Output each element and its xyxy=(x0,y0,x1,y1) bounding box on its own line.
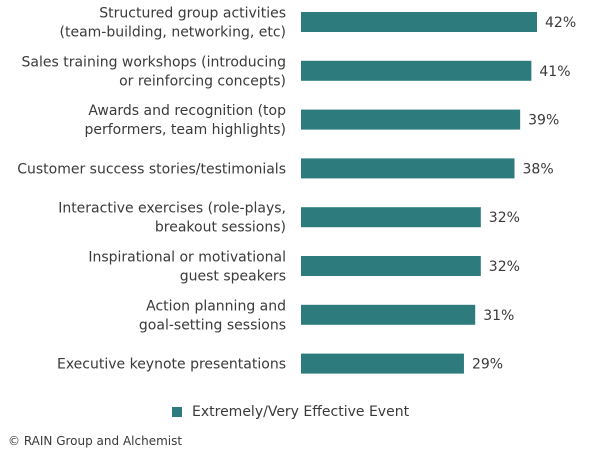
category-label: breakout sessions) xyxy=(155,220,286,236)
category-label: Interactive exercises (role-plays, xyxy=(58,201,286,217)
category-label: Awards and recognition (top xyxy=(88,103,286,119)
data-label: 32% xyxy=(489,259,520,275)
bar xyxy=(301,207,481,228)
category-label: Customer success stories/testimonials xyxy=(17,161,286,177)
category-label: or reinforcing concepts) xyxy=(119,73,286,89)
category-label: (team-building, networking, etc) xyxy=(60,25,286,41)
category-label: goal-setting sessions xyxy=(139,317,286,333)
data-label: 38% xyxy=(523,161,554,177)
category-label: Action planning and xyxy=(146,298,286,314)
legend-swatch xyxy=(172,407,182,417)
data-label: 39% xyxy=(528,113,559,129)
category-label: performers, team highlights) xyxy=(84,122,286,138)
data-label: 31% xyxy=(483,308,514,324)
data-label: 29% xyxy=(472,357,503,373)
legend: Extremely/Very Effective Event xyxy=(172,404,409,420)
bar xyxy=(301,158,515,179)
category-label: guest speakers xyxy=(180,269,286,285)
bar xyxy=(301,109,521,130)
copyright-credit: © RAIN Group and Alchemist xyxy=(8,434,183,448)
bar xyxy=(301,304,476,325)
bar xyxy=(301,12,537,32)
category-label: Structured group activities xyxy=(99,6,286,22)
data-label: 41% xyxy=(539,64,570,80)
category-label: Sales training workshops (introducing xyxy=(22,54,286,70)
bar xyxy=(301,60,532,81)
category-label: Executive keynote presentations xyxy=(57,357,286,373)
category-label: Inspirational or motivational xyxy=(88,250,286,266)
bar xyxy=(301,353,464,374)
data-label: 42% xyxy=(545,15,576,31)
bar xyxy=(301,256,481,276)
legend-label: Extremely/Very Effective Event xyxy=(192,404,410,420)
data-label: 32% xyxy=(489,210,520,226)
